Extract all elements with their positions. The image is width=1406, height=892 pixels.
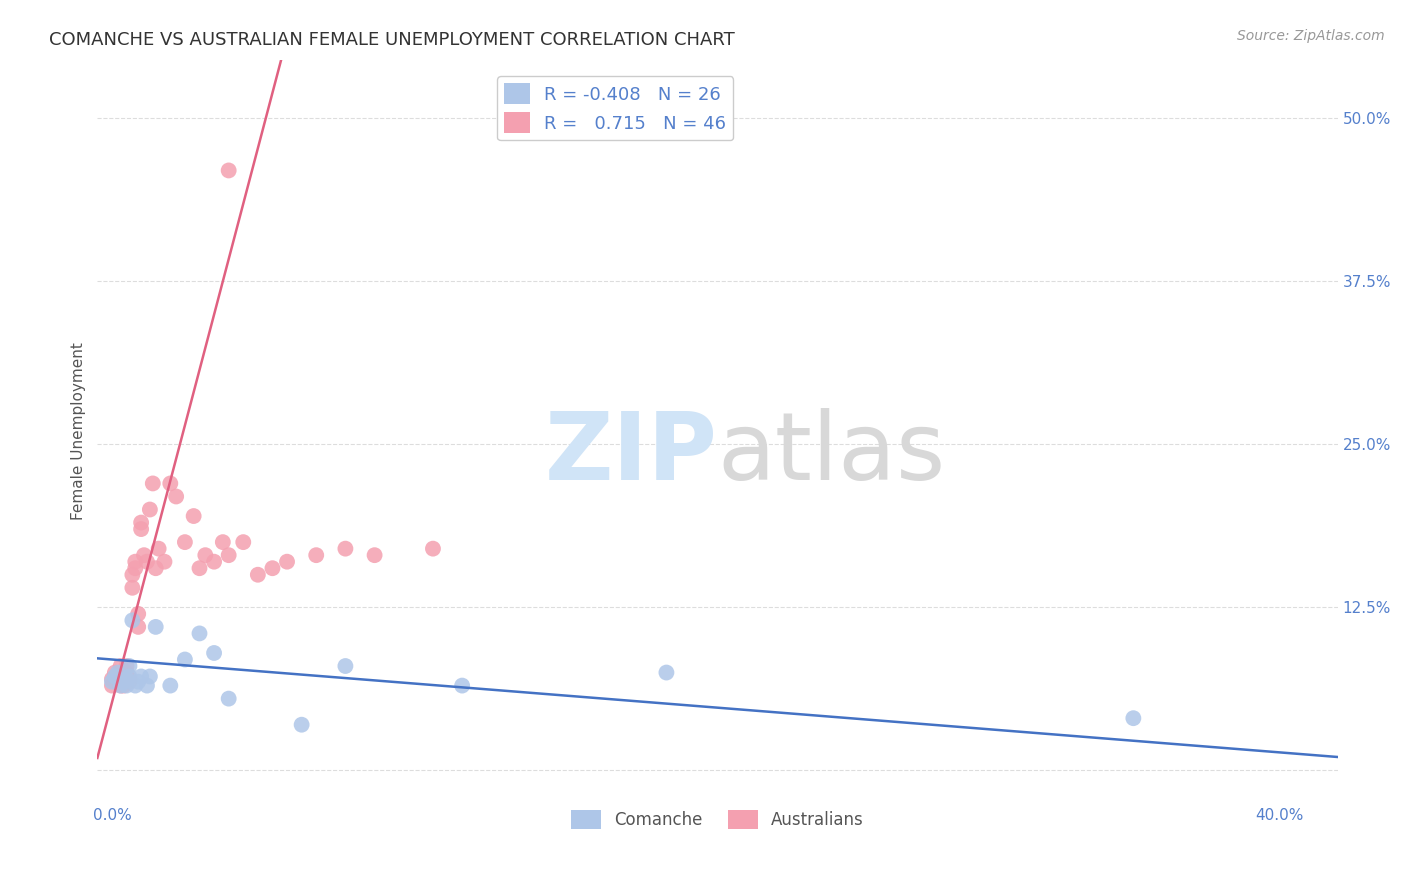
Point bbox=[153, 555, 176, 569]
Point bbox=[124, 679, 146, 693]
Point bbox=[112, 674, 135, 689]
Point bbox=[188, 561, 211, 575]
Point bbox=[202, 646, 225, 660]
Point bbox=[115, 665, 138, 680]
Point bbox=[115, 659, 138, 673]
Point bbox=[107, 665, 129, 680]
Point bbox=[194, 548, 217, 562]
Point bbox=[118, 674, 141, 689]
Point bbox=[107, 669, 129, 683]
Point bbox=[145, 620, 167, 634]
Point bbox=[188, 626, 211, 640]
Point bbox=[124, 555, 146, 569]
Point bbox=[127, 607, 149, 621]
Point bbox=[110, 679, 132, 693]
Point bbox=[211, 535, 233, 549]
Point bbox=[110, 659, 132, 673]
Point bbox=[136, 555, 159, 569]
Point bbox=[232, 535, 254, 549]
Point bbox=[142, 476, 165, 491]
Text: Source: ZipAtlas.com: Source: ZipAtlas.com bbox=[1237, 29, 1385, 43]
Point bbox=[118, 672, 141, 686]
Point bbox=[121, 613, 143, 627]
Point bbox=[183, 509, 205, 524]
Point bbox=[110, 679, 132, 693]
Point bbox=[655, 665, 678, 680]
Point bbox=[451, 679, 474, 693]
Point bbox=[118, 669, 141, 683]
Point bbox=[104, 665, 127, 680]
Point bbox=[101, 672, 124, 686]
Point bbox=[101, 674, 124, 689]
Point bbox=[174, 652, 197, 666]
Point bbox=[118, 659, 141, 673]
Legend: Comanche, Australians: Comanche, Australians bbox=[564, 803, 870, 836]
Point bbox=[291, 717, 314, 731]
Point bbox=[115, 679, 138, 693]
Text: ZIP: ZIP bbox=[544, 408, 717, 500]
Point bbox=[132, 548, 155, 562]
Y-axis label: Female Unemployment: Female Unemployment bbox=[72, 343, 86, 520]
Point bbox=[1122, 711, 1144, 725]
Point bbox=[305, 548, 328, 562]
Point bbox=[148, 541, 170, 556]
Point bbox=[335, 659, 357, 673]
Point bbox=[159, 476, 181, 491]
Point bbox=[129, 522, 152, 536]
Point bbox=[159, 679, 181, 693]
Point bbox=[262, 561, 284, 575]
Point bbox=[276, 555, 298, 569]
Point bbox=[112, 672, 135, 686]
Text: COMANCHE VS AUSTRALIAN FEMALE UNEMPLOYMENT CORRELATION CHART: COMANCHE VS AUSTRALIAN FEMALE UNEMPLOYME… bbox=[49, 31, 735, 49]
Point bbox=[165, 490, 187, 504]
Point bbox=[363, 548, 385, 562]
Point bbox=[422, 541, 444, 556]
Point bbox=[107, 672, 129, 686]
Point bbox=[218, 163, 240, 178]
Point bbox=[335, 541, 357, 556]
Point bbox=[127, 674, 149, 689]
Point bbox=[136, 679, 159, 693]
Point bbox=[139, 502, 162, 516]
Text: atlas: atlas bbox=[717, 408, 946, 500]
Point bbox=[174, 535, 197, 549]
Point bbox=[115, 672, 138, 686]
Point bbox=[104, 669, 127, 683]
Point bbox=[246, 567, 269, 582]
Point bbox=[124, 561, 146, 575]
Point bbox=[218, 691, 240, 706]
Point bbox=[127, 620, 149, 634]
Point bbox=[112, 679, 135, 693]
Point bbox=[145, 561, 167, 575]
Point bbox=[139, 669, 162, 683]
Point bbox=[121, 567, 143, 582]
Point bbox=[129, 669, 152, 683]
Point bbox=[202, 555, 225, 569]
Point bbox=[101, 679, 124, 693]
Point bbox=[104, 674, 127, 689]
Point bbox=[121, 581, 143, 595]
Point bbox=[218, 548, 240, 562]
Point bbox=[129, 516, 152, 530]
